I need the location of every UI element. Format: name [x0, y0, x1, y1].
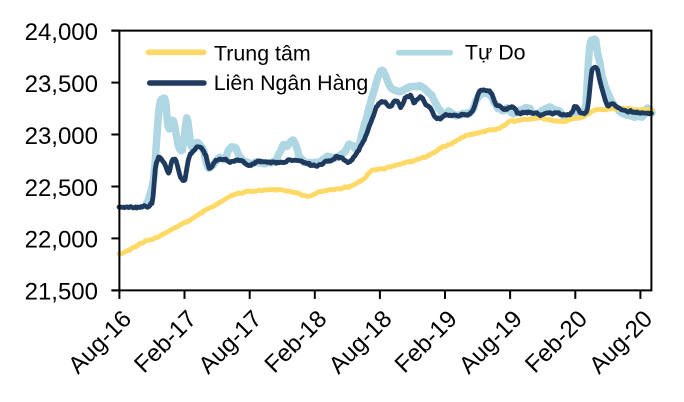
svg-text:22,000: 22,000 [25, 227, 98, 254]
svg-text:22,500: 22,500 [25, 175, 98, 202]
svg-text:Liên Ngân Hàng: Liên Ngân Hàng [214, 71, 369, 95]
svg-text:24,000: 24,000 [25, 19, 98, 46]
svg-text:Tự Do: Tự Do [465, 41, 526, 65]
svg-text:Trung tâm: Trung tâm [214, 42, 311, 66]
svg-text:23,500: 23,500 [25, 71, 98, 98]
svg-text:21,500: 21,500 [25, 279, 98, 306]
svg-text:23,000: 23,000 [25, 123, 98, 150]
